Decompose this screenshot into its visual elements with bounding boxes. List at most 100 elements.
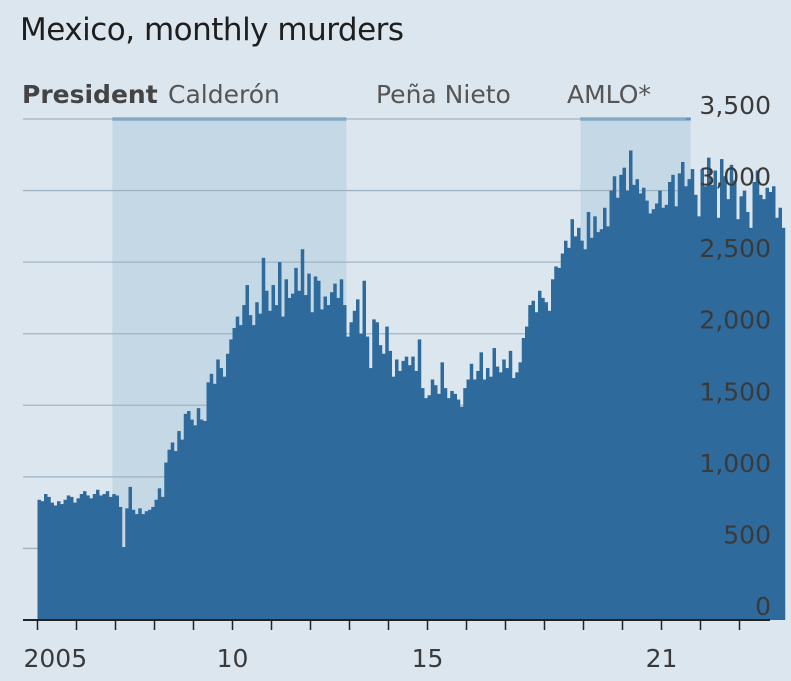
bar	[323, 296, 327, 620]
bar	[66, 495, 71, 620]
bar	[479, 352, 483, 620]
bar	[742, 190, 747, 621]
bar	[112, 494, 116, 620]
bar	[369, 368, 373, 620]
bar	[518, 362, 522, 620]
bar	[749, 227, 753, 620]
bar	[476, 370, 480, 620]
y-tick-label: 2,000	[699, 306, 771, 335]
bar	[99, 495, 103, 620]
bar	[606, 226, 610, 620]
bar	[167, 449, 171, 620]
bar	[235, 316, 240, 620]
bar	[752, 181, 756, 621]
bar	[469, 363, 474, 620]
bar	[697, 216, 701, 620]
bar	[37, 499, 41, 620]
bar	[408, 365, 412, 620]
bar-series	[37, 150, 786, 621]
bar	[203, 421, 207, 620]
bar	[515, 372, 519, 620]
bar	[411, 356, 415, 620]
bar	[216, 359, 220, 620]
bar	[190, 419, 194, 620]
bar	[115, 495, 119, 620]
bar	[690, 169, 695, 620]
bar	[320, 309, 324, 620]
bar	[50, 502, 54, 620]
bar	[723, 176, 727, 620]
bar	[538, 290, 542, 620]
bar	[76, 498, 80, 620]
bar	[612, 176, 617, 620]
president-labels: President Calderón Peña Nieto AMLO*	[22, 80, 651, 109]
bar	[778, 207, 782, 620]
bar	[645, 200, 649, 620]
bar	[609, 190, 613, 621]
bar	[590, 237, 594, 620]
bar	[372, 319, 376, 620]
bar	[96, 489, 100, 620]
bar	[343, 305, 347, 620]
bar	[596, 232, 600, 620]
bar	[310, 312, 314, 620]
bar	[450, 390, 454, 620]
bar	[44, 494, 48, 620]
bar	[180, 439, 184, 620]
bar	[284, 279, 288, 620]
bar	[720, 159, 724, 620]
bar	[271, 285, 275, 620]
bar	[398, 370, 402, 620]
bar	[268, 310, 272, 620]
bar	[352, 310, 357, 620]
bar	[733, 180, 737, 620]
bar	[434, 385, 438, 620]
bar	[336, 297, 340, 620]
y-tick-labels: 0 500 1,000 1,500 2,000 2,500 3,000 3,500	[699, 91, 771, 621]
bar	[281, 316, 285, 620]
bar	[703, 186, 708, 620]
bar	[79, 494, 84, 620]
bar	[382, 353, 386, 620]
bar	[232, 327, 236, 620]
bar	[772, 186, 776, 620]
bar	[525, 326, 529, 620]
bar	[291, 293, 295, 620]
bar	[534, 312, 539, 620]
bar	[177, 431, 181, 620]
bar	[265, 290, 269, 620]
bar	[193, 425, 197, 620]
bar	[668, 181, 672, 621]
bar	[564, 240, 568, 620]
bar	[161, 496, 165, 620]
bar	[440, 362, 444, 620]
bar	[131, 509, 136, 620]
bar	[716, 217, 721, 621]
y-tick-label: 1,000	[699, 449, 771, 478]
bar	[694, 194, 698, 620]
bar	[658, 190, 662, 621]
bar	[505, 368, 509, 620]
bar	[713, 170, 717, 620]
bar	[661, 207, 665, 620]
bar	[599, 229, 604, 620]
bar	[567, 247, 571, 621]
bar	[362, 280, 366, 620]
bar	[560, 253, 565, 620]
bar	[736, 219, 740, 620]
bar	[92, 494, 97, 620]
bar	[395, 359, 399, 620]
bar	[554, 266, 558, 620]
bar	[375, 322, 379, 620]
bar	[443, 388, 448, 620]
bar	[648, 213, 652, 620]
bar	[183, 413, 188, 620]
president-label: Calderón	[168, 80, 280, 109]
bar	[635, 179, 639, 620]
bar	[616, 197, 620, 620]
bar	[687, 179, 691, 620]
bar	[401, 360, 405, 620]
bar	[577, 227, 581, 620]
bar	[83, 491, 87, 620]
